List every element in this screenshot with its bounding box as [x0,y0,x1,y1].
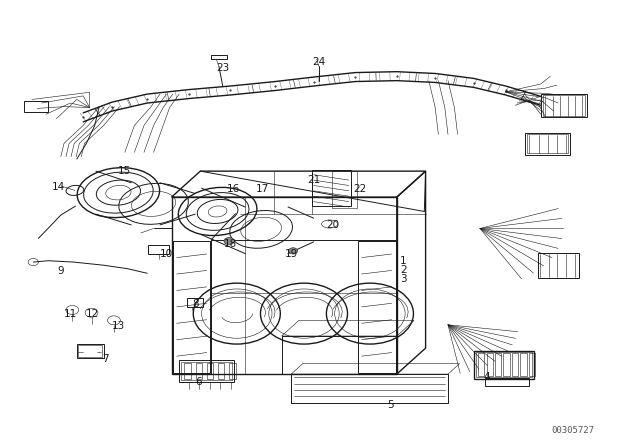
Text: 4: 4 [483,372,490,382]
Bar [476,352,532,377]
Bar [485,378,529,386]
Bar [218,363,225,379]
Bar [148,245,169,254]
Text: 17: 17 [256,184,269,194]
Bar [541,94,587,117]
Text: 10: 10 [160,250,173,259]
Bar [207,363,213,379]
Text: 14: 14 [52,182,65,192]
Text: 6: 6 [195,377,202,387]
Text: 23: 23 [216,63,229,73]
Bar [520,353,527,376]
Bar [525,133,570,155]
Bar [229,363,236,379]
Text: 2: 2 [400,265,406,275]
Text: 11: 11 [64,310,77,319]
Text: 5: 5 [387,401,394,410]
Bar [478,353,484,376]
Text: 18: 18 [224,239,237,249]
Text: 19: 19 [285,250,298,259]
Text: 24: 24 [312,57,325,67]
Bar [474,351,534,379]
Text: 22: 22 [353,184,366,194]
Text: 9: 9 [58,266,64,276]
Circle shape [289,248,298,254]
Text: 00305727: 00305727 [551,426,595,435]
Text: 15: 15 [118,166,131,176]
Text: 7: 7 [102,354,109,364]
Bar [543,95,585,116]
Bar [187,298,203,307]
Text: 13: 13 [112,321,125,331]
Text: 20: 20 [326,220,339,230]
Circle shape [224,237,234,245]
Text: 1: 1 [400,256,406,266]
Bar [77,344,104,358]
Text: 16: 16 [227,184,240,194]
Text: 12: 12 [86,310,99,319]
Bar [181,362,232,380]
Bar [538,253,579,278]
Bar [196,363,202,379]
Text: 8: 8 [192,299,198,309]
Bar [504,353,509,376]
Text: 3: 3 [400,274,406,284]
Bar [495,353,501,376]
Bar [486,353,493,376]
Bar [527,134,568,153]
Bar [78,345,102,357]
Bar [529,353,535,376]
Bar [184,363,191,379]
Text: 21: 21 [307,175,320,185]
Bar [179,360,234,382]
Bar [512,353,518,376]
